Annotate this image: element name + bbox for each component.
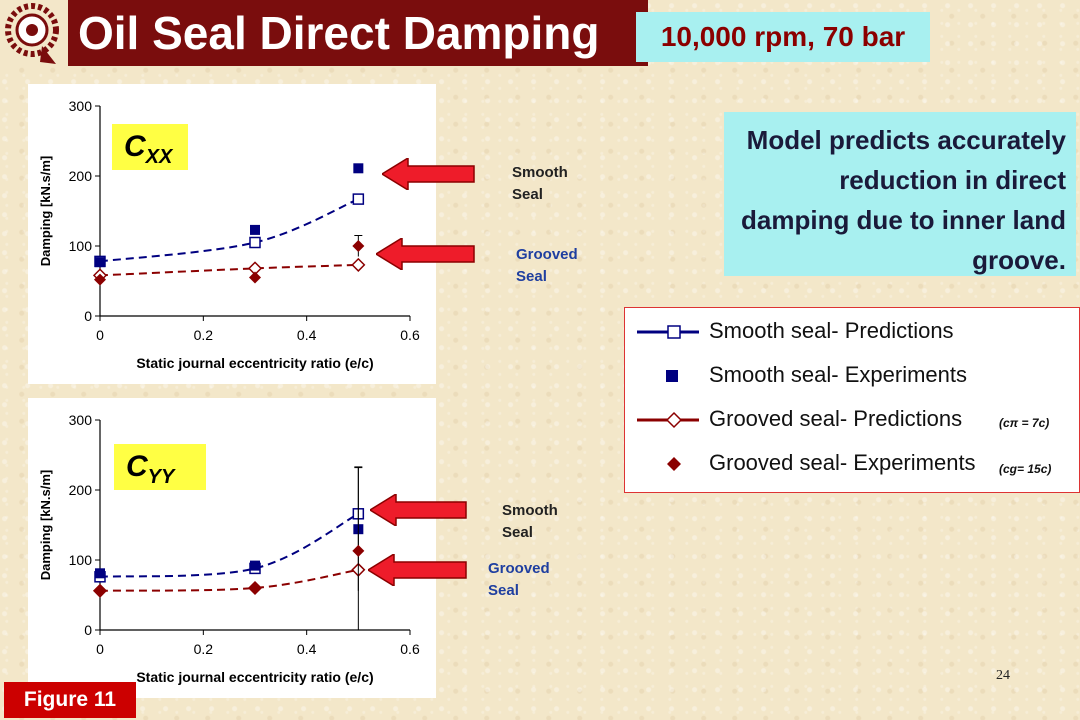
y-tick-label: 200 bbox=[69, 168, 93, 184]
y-axis-label: Damping [kN.s/m] bbox=[38, 470, 53, 581]
data-point-grooved-exp bbox=[249, 582, 261, 594]
legend-label: Smooth seal- Predictions bbox=[709, 318, 954, 343]
y-tick-label: 100 bbox=[69, 238, 93, 254]
legend-note-cpi: (cπ = 7c) bbox=[999, 416, 1050, 430]
chart-legend: Smooth seal- Predictions Smooth seal- Ex… bbox=[624, 307, 1080, 493]
data-point-smooth-exp bbox=[250, 224, 260, 235]
x-tick-label: 0 bbox=[96, 641, 104, 657]
smooth-seal-label-top-line2: Seal bbox=[512, 186, 543, 203]
smooth-seal-label-top-line1: Smooth bbox=[512, 164, 568, 181]
grooved-seal-label-top-line1: Grooved bbox=[516, 246, 578, 263]
data-point-smooth-exp bbox=[353, 163, 364, 174]
page-number: 24 bbox=[996, 668, 1010, 683]
x-tick-label: 0.6 bbox=[400, 327, 420, 343]
x-tick-label: 0.6 bbox=[400, 641, 420, 657]
series-line-smooth bbox=[99, 512, 359, 578]
y-tick-label: 0 bbox=[84, 308, 92, 324]
grooved-arrow-top-icon bbox=[376, 238, 475, 270]
y-tick-label: 0 bbox=[84, 622, 92, 638]
data-point-smooth-exp bbox=[95, 568, 105, 579]
smooth-pred-swatch-icon bbox=[637, 325, 699, 339]
x-tick-label: 0 bbox=[96, 327, 104, 343]
cyy-label-sub: YY bbox=[147, 466, 175, 488]
data-point-grooved-exp bbox=[249, 271, 261, 284]
x-tick-label: 0.2 bbox=[194, 327, 214, 343]
x-axis-label: Static journal eccentricity ratio (e/c) bbox=[136, 355, 373, 371]
legend-label: Grooved seal- Experiments bbox=[709, 450, 976, 475]
chart-cyy-panel: 0 100 200 300 0 0.2 0.4 0.6 Static journal eccen… bbox=[28, 398, 436, 698]
y-tick-label: 100 bbox=[69, 552, 93, 568]
legend-item-grooved-pred: Grooved seal- Predictions (cπ = 7c) bbox=[625, 404, 1079, 440]
smooth-seal-label-bottom-line2: Seal bbox=[502, 524, 533, 541]
x-tick-label: 0.4 bbox=[297, 327, 317, 343]
legend-item-smooth-pred: Smooth seal- Predictions bbox=[625, 316, 1079, 352]
legend-note-cg: (cg= 15c) bbox=[999, 462, 1052, 476]
cxx-label: CXX bbox=[112, 124, 188, 170]
legend-label: Smooth seal- Experiments bbox=[709, 362, 967, 387]
smooth-arrow-top-icon bbox=[382, 158, 475, 190]
smooth-seal-label-bottom-line1: Smooth bbox=[502, 502, 558, 519]
legend-item-smooth-exp: Smooth seal- Experiments bbox=[625, 360, 1079, 396]
smooth-exp-swatch-icon bbox=[666, 370, 678, 382]
tl-logo-icon bbox=[5, 3, 59, 64]
legend-label: Grooved seal- Predictions bbox=[709, 406, 963, 431]
data-point-smooth-pred bbox=[249, 236, 261, 249]
cyy-label-main: C bbox=[126, 450, 148, 483]
data-point-smooth-pred bbox=[352, 193, 365, 205]
y-tick-label: 300 bbox=[69, 98, 93, 114]
data-point-grooved-exp bbox=[94, 584, 106, 597]
data-point-smooth-exp bbox=[250, 560, 260, 571]
data-point-grooved-pred bbox=[351, 257, 366, 272]
data-point-smooth-exp bbox=[95, 257, 105, 268]
grooved-seal-label-bottom-line1: Grooved bbox=[488, 560, 550, 577]
y-axis-label: Damping [kN.s/m] bbox=[38, 156, 53, 267]
chart-cxx: 0 100 200 300 0 0.2 0.4 0.6 Static journal eccen… bbox=[38, 98, 420, 371]
smooth-arrow-bottom-icon bbox=[370, 494, 467, 526]
data-point-grooved-exp bbox=[352, 544, 365, 557]
operating-condition-label: 10,000 rpm, 70 bar bbox=[636, 12, 930, 62]
figure-label: Figure 11 bbox=[4, 682, 136, 718]
model-note: Model predicts accurately reduction in d… bbox=[724, 112, 1076, 276]
smooth-seal-label-top: Smooth Seal bbox=[512, 162, 568, 206]
chart-cxx-panel: 0 100 200 300 0 0.2 0.4 0.6 Static journal eccen… bbox=[28, 84, 436, 384]
grooved-seal-label-top-line2: Seal bbox=[516, 268, 547, 285]
grooved-seal-label-bottom: Grooved Seal bbox=[488, 558, 550, 602]
logo-area bbox=[0, 0, 68, 66]
cyy-label: CYY bbox=[114, 444, 206, 490]
page-title: Oil Seal Direct Damping bbox=[68, 0, 648, 66]
y-tick-label: 300 bbox=[69, 412, 93, 428]
grooved-pred-swatch-icon bbox=[637, 411, 699, 429]
legend-item-grooved-exp: Grooved seal- Experiments (cg= 15c) bbox=[625, 448, 1079, 484]
x-tick-label: 0.4 bbox=[297, 641, 317, 657]
grooved-seal-label-top: Grooved Seal bbox=[516, 244, 578, 288]
chart-cyy: 0 100 200 300 0 0.2 0.4 0.6 Static journal eccen… bbox=[38, 412, 420, 685]
smooth-seal-label-bottom: Smooth Seal bbox=[502, 500, 558, 544]
cxx-label-main: C bbox=[124, 130, 146, 163]
x-tick-label: 0.2 bbox=[194, 641, 214, 657]
grooved-seal-label-bottom-line2: Seal bbox=[488, 582, 519, 599]
cxx-label-sub: XX bbox=[145, 146, 173, 168]
x-axis-label: Static journal eccentricity ratio (e/c) bbox=[136, 669, 373, 685]
grooved-exp-swatch-icon bbox=[667, 457, 681, 471]
data-point-grooved-exp bbox=[94, 273, 106, 286]
y-tick-label: 200 bbox=[69, 482, 93, 498]
series-line-smooth bbox=[99, 198, 359, 263]
series-line-grooved bbox=[99, 568, 359, 592]
data-point-grooved-exp bbox=[352, 240, 365, 252]
series-line-grooved bbox=[99, 263, 359, 277]
grooved-arrow-bottom-icon bbox=[368, 554, 467, 586]
